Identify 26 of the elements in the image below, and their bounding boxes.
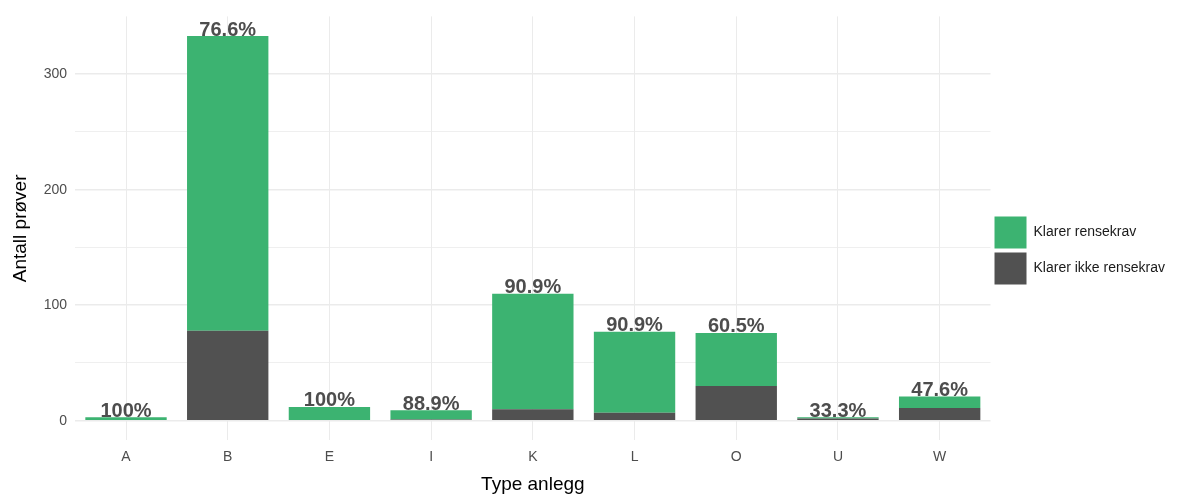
x-tick-label: U xyxy=(832,447,844,464)
annotation: 76.6% xyxy=(199,17,257,40)
annotation: 47.6% xyxy=(911,378,969,401)
annotation: 100% xyxy=(303,388,356,411)
annotation: 100% xyxy=(100,398,152,421)
annotation: 88.9% xyxy=(402,391,460,414)
x-tick-label: A xyxy=(121,447,132,464)
legend-label: Klarer rensekrav xyxy=(1033,223,1137,240)
x-tick-label: B xyxy=(223,447,233,464)
annotation: 90.9% xyxy=(606,313,664,336)
x-axis-title: Type anlegg xyxy=(481,472,585,494)
y-tick-label: 300 xyxy=(43,65,68,82)
x-tick-label: L xyxy=(630,447,639,464)
y-tick-label: 0 xyxy=(59,411,68,428)
legend-label: Klarer ikke rensekrav xyxy=(1033,259,1166,276)
annotation: 60.5% xyxy=(707,314,765,337)
annotation: 33.3% xyxy=(809,398,867,421)
y-tick-label: 100 xyxy=(43,296,68,313)
x-tick-label: K xyxy=(528,447,539,464)
x-tick-label: O xyxy=(730,447,742,464)
y-tick-label: 200 xyxy=(43,180,68,197)
x-tick-label: W xyxy=(933,447,948,464)
x-tick-label: E xyxy=(324,447,335,464)
annotation: 90.9% xyxy=(504,275,562,298)
y-axis-title: Antall prøver xyxy=(8,173,30,283)
x-tick-label: I xyxy=(429,447,434,464)
